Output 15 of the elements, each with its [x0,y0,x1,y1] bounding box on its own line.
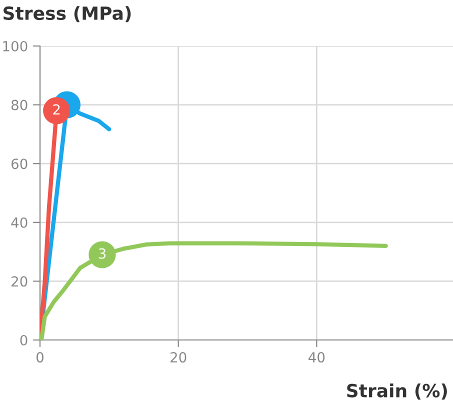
annotation: 3 [98,248,106,259]
y-axis-title: Stress (MPa) [4,6,131,22]
x-tick-label: 20 [170,352,186,363]
y-tick-label: 60 [11,158,28,170]
x-tick-label: 0 [36,352,44,363]
y-tick-label: 20 [12,276,28,287]
y-tick-label: 100 [3,40,28,52]
point [43,97,70,124]
x-tick-label: 40 [308,352,325,363]
y-tick-label: 0 [20,334,28,346]
line-series [40,241,388,340]
x-axis-title: Strain (%) [347,383,447,400]
y-tick-label: 80 [11,100,28,110]
y-tick-label: 40 [11,217,28,228]
annotation: 2 [53,104,60,115]
